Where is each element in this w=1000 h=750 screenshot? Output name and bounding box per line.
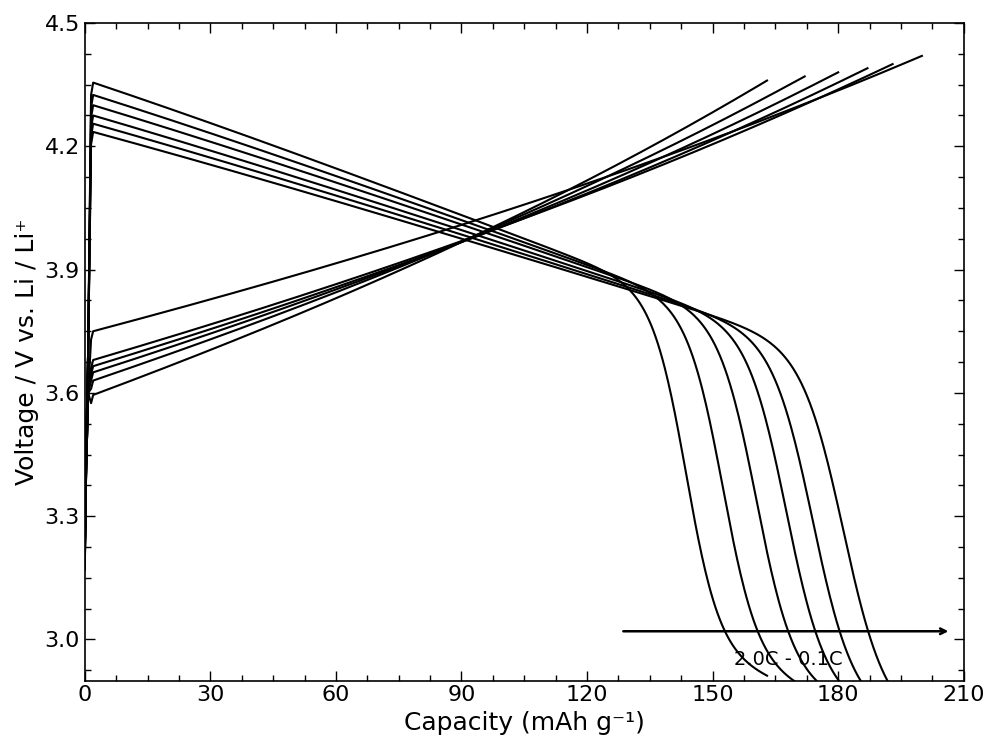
Text: 2.0C - 0.1C: 2.0C - 0.1C	[734, 650, 842, 669]
X-axis label: Capacity (mAh g⁻¹): Capacity (mAh g⁻¹)	[404, 711, 645, 735]
Y-axis label: Voltage / V vs. Li / Li⁺: Voltage / V vs. Li / Li⁺	[15, 218, 39, 485]
